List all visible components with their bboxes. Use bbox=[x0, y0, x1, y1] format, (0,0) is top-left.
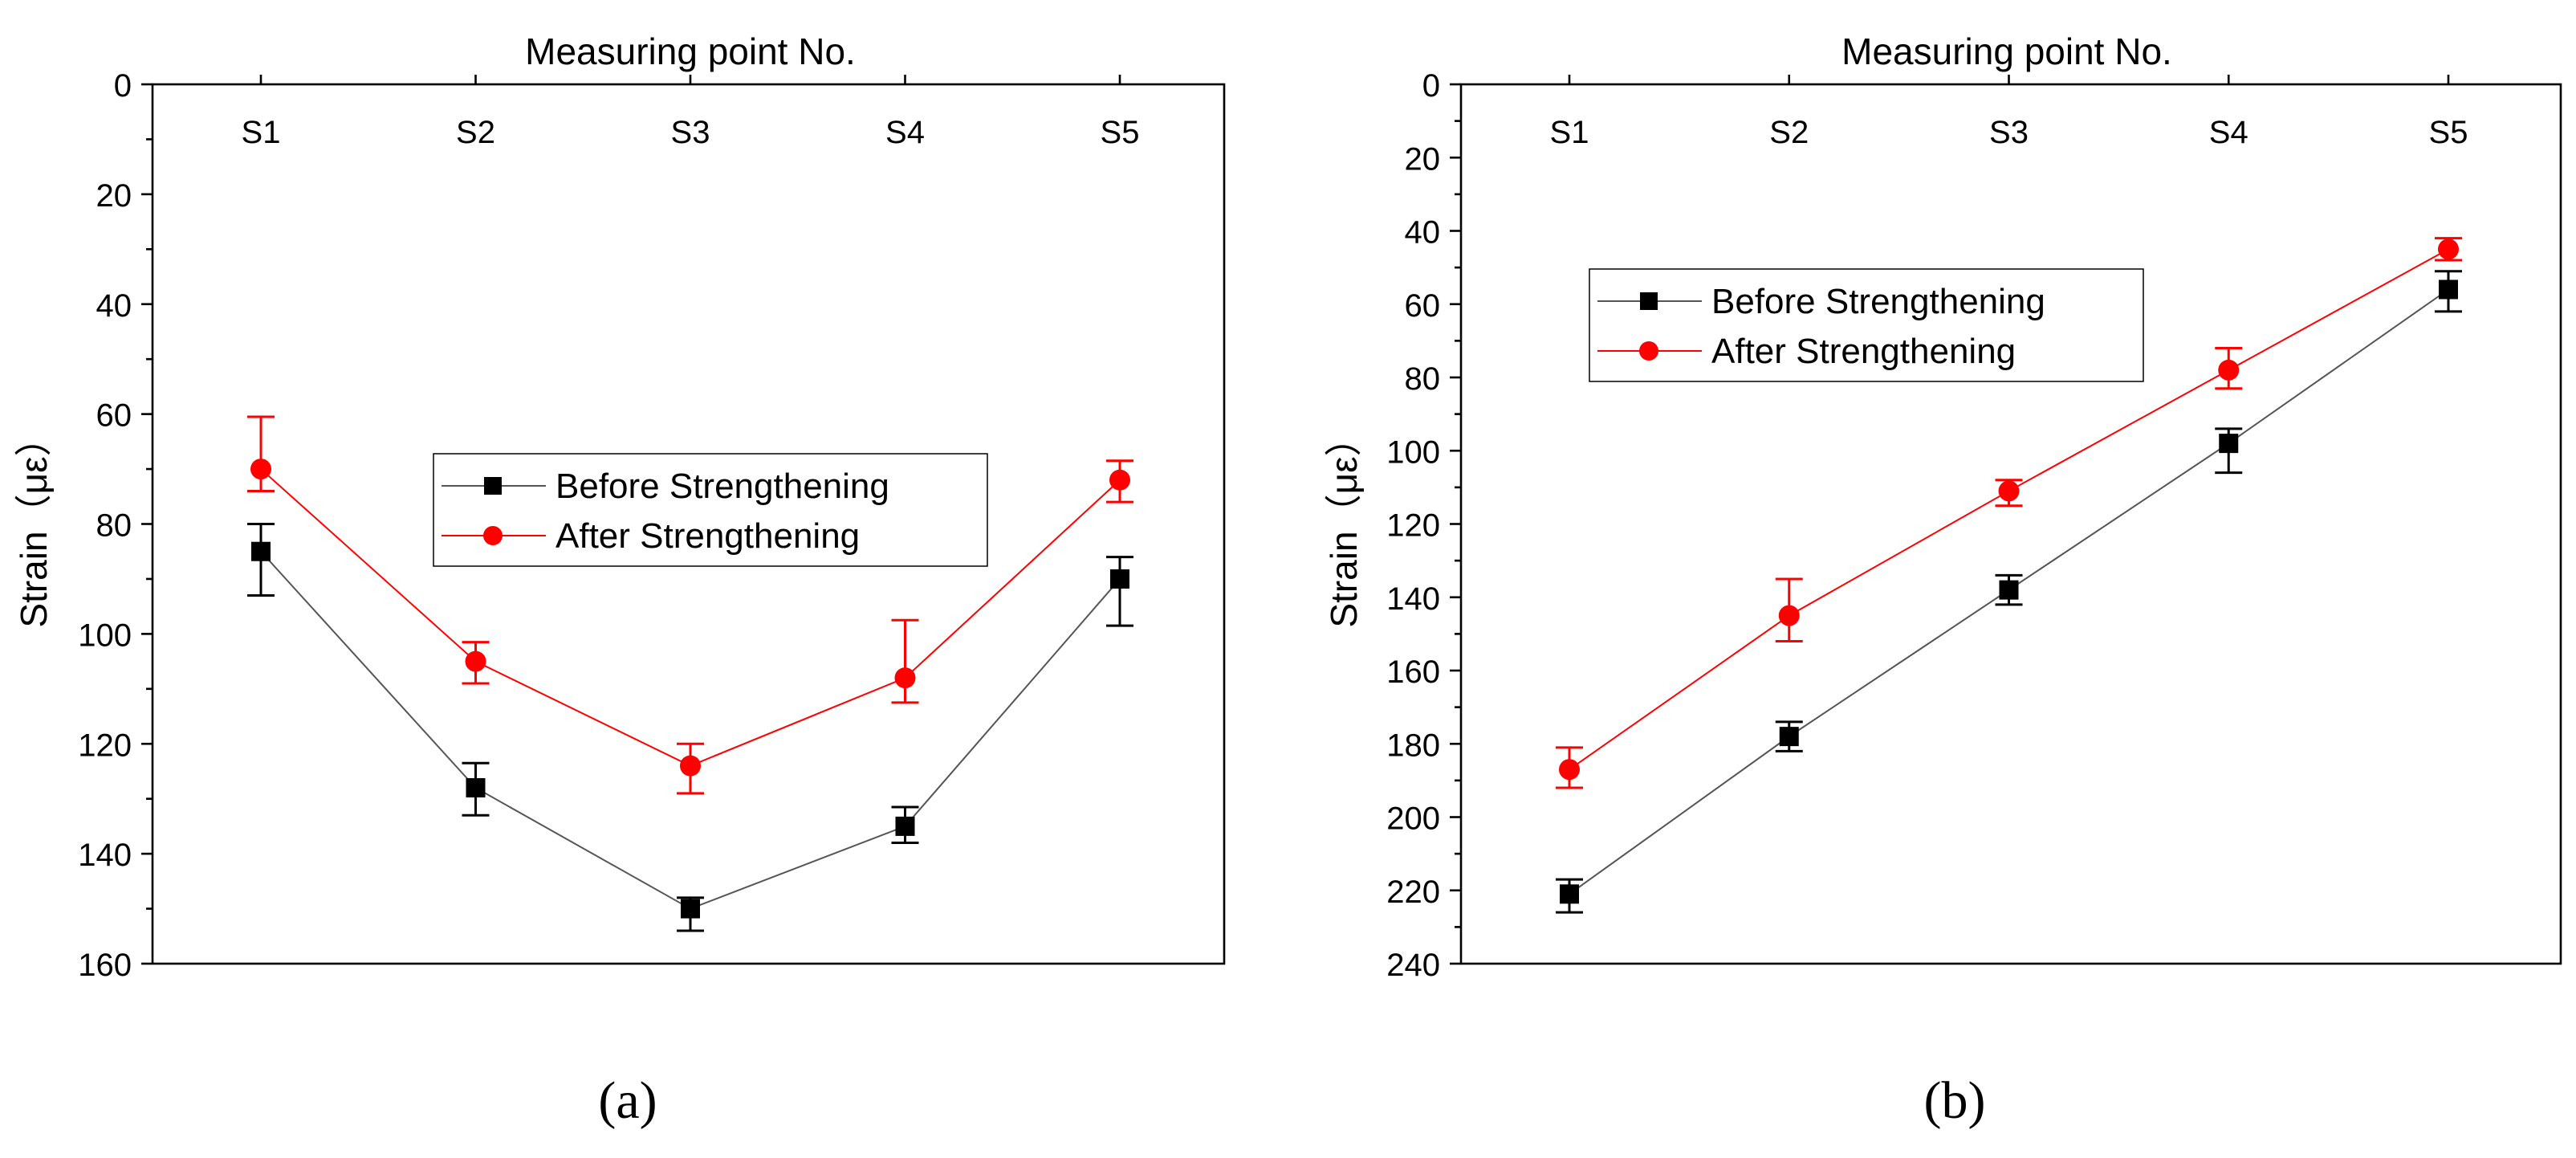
y-tick-label: 0 bbox=[114, 68, 132, 104]
legend-box bbox=[1589, 268, 2144, 382]
data-point bbox=[2439, 279, 2458, 300]
x-tick-label: S3 bbox=[1989, 115, 2029, 150]
data-point bbox=[1778, 605, 1800, 626]
y-tick-label: 140 bbox=[1386, 581, 1440, 617]
x-tick-label: S1 bbox=[1550, 115, 1589, 150]
y-tick-label: 60 bbox=[1405, 288, 1441, 324]
x-tick-label: S5 bbox=[2429, 115, 2468, 150]
x-tick-label: S1 bbox=[242, 115, 281, 150]
data-point bbox=[2219, 434, 2239, 454]
y-tick-label: 160 bbox=[1386, 654, 1440, 690]
y-tick-label: 60 bbox=[96, 398, 132, 434]
data-point bbox=[1999, 580, 2019, 600]
legend-marker bbox=[484, 477, 502, 495]
chart-panel-b: Measuring point No. Strain（με） 0 20 40 60 80… bbox=[1323, 31, 2562, 1130]
y-ticks: 0 20 40 60 80 100 120 140 160 bbox=[78, 68, 153, 983]
data-point bbox=[250, 459, 271, 480]
data-point bbox=[680, 755, 701, 777]
x-ticks: S1 S2 S3 S4 S5 bbox=[242, 75, 1140, 150]
y-tick-label: 120 bbox=[78, 728, 132, 763]
data-point bbox=[1998, 480, 2020, 502]
y-tick-label: 100 bbox=[78, 618, 132, 653]
y-tick-label: 20 bbox=[96, 178, 132, 214]
legend-box bbox=[433, 453, 988, 567]
data-point bbox=[681, 899, 700, 919]
x-tick-label: S3 bbox=[671, 115, 710, 150]
data-point bbox=[2218, 359, 2240, 381]
data-point bbox=[466, 778, 486, 797]
series-layer bbox=[1556, 237, 2462, 914]
y-tick-label: 160 bbox=[78, 948, 132, 983]
legend-marker bbox=[1640, 292, 1658, 310]
legend-marker bbox=[1639, 341, 1658, 361]
chart-panel-a: Measuring point No. Strain（με） 0 20 40 60 80… bbox=[13, 31, 1226, 1130]
legend-label: After Strengthening bbox=[1711, 332, 2016, 371]
legend-marker bbox=[483, 526, 503, 545]
data-point bbox=[1110, 569, 1129, 589]
y-tick-label: 220 bbox=[1386, 875, 1440, 910]
y-tick-label: 200 bbox=[1386, 801, 1440, 837]
panel-label: (a) bbox=[598, 1071, 657, 1130]
y-axis-label: Strain（με） bbox=[13, 419, 55, 627]
legend-label: After Strengthening bbox=[555, 516, 860, 556]
chart-title: Measuring point No. bbox=[1841, 31, 2172, 72]
data-point bbox=[251, 541, 271, 561]
y-tick-label: 80 bbox=[96, 508, 132, 544]
panel-label: (b) bbox=[1924, 1071, 1986, 1130]
x-tick-label: S4 bbox=[885, 115, 925, 150]
y-tick-label: 100 bbox=[1386, 434, 1440, 470]
series-line bbox=[260, 551, 1121, 910]
chart-title: Measuring point No. bbox=[525, 31, 856, 72]
legend: Before Strengthening After Strengthening bbox=[1589, 268, 2144, 382]
y-tick-label: 40 bbox=[96, 288, 132, 324]
y-tick-label: 20 bbox=[1405, 141, 1441, 177]
series-layer bbox=[247, 415, 1133, 932]
data-point bbox=[895, 816, 915, 836]
data-point bbox=[1109, 469, 1130, 491]
data-point bbox=[1779, 727, 1799, 747]
x-tick-label: S4 bbox=[2209, 115, 2248, 150]
legend-label: Before Strengthening bbox=[555, 467, 889, 506]
data-point bbox=[894, 667, 916, 689]
data-point bbox=[2438, 239, 2459, 260]
y-ticks: 0 20 40 60 80 100 120 140 160 180 200 220 240 bbox=[1386, 68, 1461, 983]
x-ticks: S1 S2 S3 S4 S5 bbox=[1550, 75, 2468, 150]
y-tick-label: 120 bbox=[1386, 508, 1440, 544]
plot-frame bbox=[1459, 83, 2562, 965]
y-tick-label: 140 bbox=[78, 838, 132, 873]
legend-label: Before Strengthening bbox=[1711, 282, 2045, 321]
y-tick-label: 180 bbox=[1386, 728, 1440, 763]
legend: Before Strengthening After Strengthening bbox=[433, 453, 988, 567]
y-tick-label: 0 bbox=[1422, 68, 1440, 104]
x-tick-label: S2 bbox=[456, 115, 495, 150]
y-tick-label: 80 bbox=[1405, 361, 1441, 397]
y-tick-label: 40 bbox=[1405, 215, 1441, 251]
data-point bbox=[465, 650, 486, 672]
data-point bbox=[1560, 884, 1579, 904]
x-tick-label: S2 bbox=[1769, 115, 1809, 150]
x-tick-label: S5 bbox=[1101, 115, 1140, 150]
y-axis-label: Strain（με） bbox=[1323, 419, 1365, 627]
data-point bbox=[1559, 759, 1580, 781]
y-tick-label: 240 bbox=[1386, 948, 1440, 983]
